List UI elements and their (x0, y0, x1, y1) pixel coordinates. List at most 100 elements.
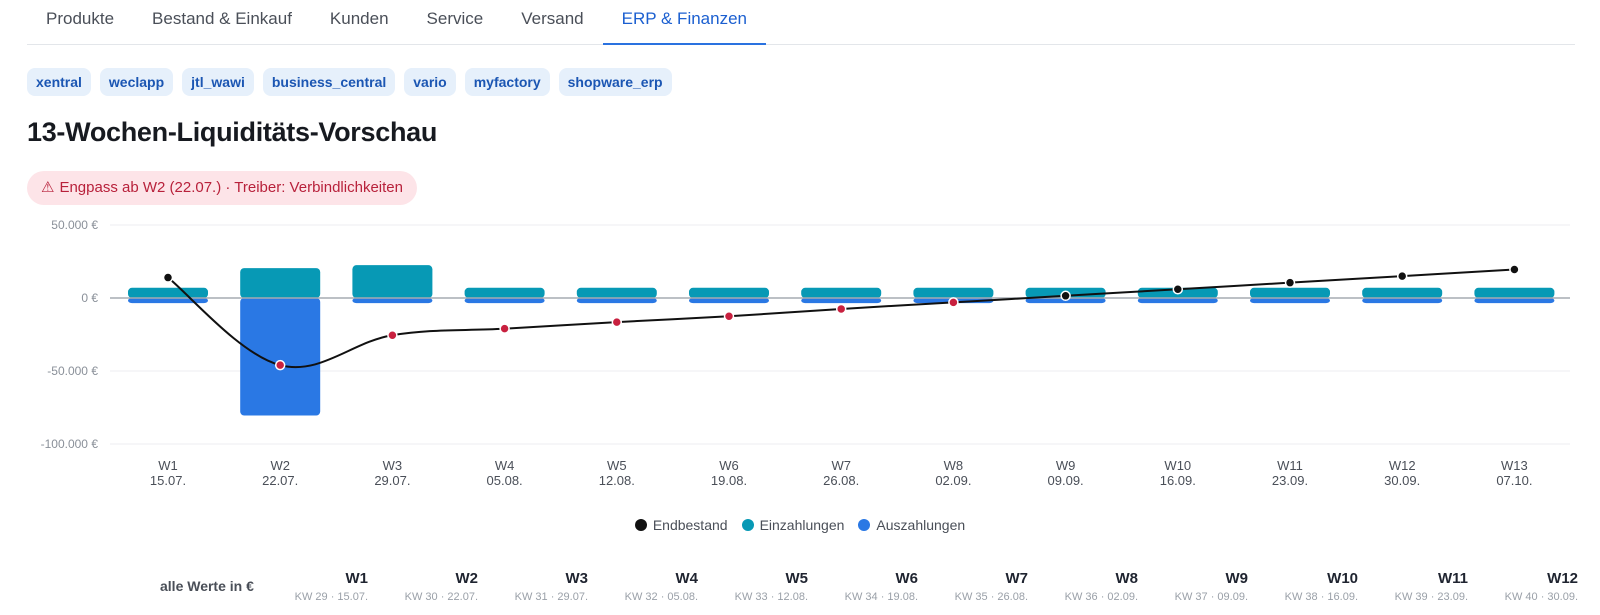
x-tick-label: W10 (1164, 458, 1191, 473)
bar-einzahlungen[interactable] (689, 287, 769, 298)
x-tick-date: 23.09. (1272, 473, 1308, 488)
x-tick-label: W6 (719, 458, 739, 473)
endbestand-point[interactable] (1284, 277, 1296, 288)
bar-auszahlungen[interactable] (1474, 298, 1555, 304)
endbestand-point[interactable] (835, 303, 847, 315)
bar-auszahlungen[interactable] (1362, 298, 1443, 304)
table-week-sub: KW 33 · 12.08. (734, 591, 808, 603)
chip-vario[interactable]: vario (404, 68, 456, 96)
module-tabs: Produkte Bestand & Einkauf Kunden Servic… (27, 0, 1575, 45)
legend-auszahlungen[interactable]: Auszahlungen (858, 517, 965, 533)
x-tick-date: 02.09. (935, 473, 971, 488)
table-week-name: W11 (1437, 570, 1468, 587)
legend-einzahlungen-swatch (741, 519, 754, 531)
page-title: 13-Wochen-Liquiditäts-Vorschau (27, 117, 438, 147)
table-week-name: W5 (785, 570, 809, 587)
table-week-sub: KW 35 · 26.08. (954, 591, 1028, 603)
bar-einzahlungen[interactable] (801, 287, 882, 298)
table-week-name: W12 (1547, 570, 1578, 587)
y-tick-label: -100.000 € (41, 437, 99, 451)
table-week-column: W6 KW 34 · 19.08. (808, 570, 918, 603)
x-tick-label: W2 (270, 458, 290, 473)
x-tick-label: W1 (158, 458, 178, 473)
chip-shopware-erp[interactable]: shopware_erp (558, 68, 672, 96)
tab-kunden[interactable]: Kunden (329, 9, 389, 28)
bar-einzahlungen[interactable] (1250, 287, 1330, 298)
table-week-sub: KW 36 · 02.09. (1064, 591, 1138, 603)
tab-erp-finanzen[interactable]: ERP & Finanzen (602, 0, 766, 45)
legend-auszahlungen-label: Auszahlungen (876, 517, 966, 533)
chip-myfactory[interactable]: myfactory (464, 68, 550, 96)
table-week-column: W10 KW 38 · 16.09. (1248, 570, 1358, 603)
bar-auszahlungen[interactable] (1137, 298, 1218, 304)
tab-versand[interactable]: Versand (521, 9, 584, 28)
tab-bestand-einkauf[interactable]: Bestand & Einkauf (152, 9, 292, 28)
endbestand-point[interactable] (1396, 270, 1408, 282)
x-tick-date: 22.07. (262, 473, 298, 488)
endbestand-point[interactable] (1060, 290, 1071, 302)
bar-auszahlungen[interactable] (1250, 298, 1330, 304)
forecast-table-header: alle Werte in € W1 KW 29 · 15.07. W2 KW 30 … (0, 570, 1600, 615)
bar-einzahlungen[interactable] (576, 287, 657, 298)
legend-einzahlungen-label: Einzahlungen (759, 517, 845, 533)
endbestand-point[interactable] (162, 272, 174, 283)
table-week-sub: KW 38 · 16.09. (1284, 591, 1358, 603)
table-week-name: W4 (675, 570, 699, 587)
bar-einzahlungen[interactable] (352, 265, 433, 298)
x-tick-date: 05.08. (487, 473, 523, 488)
bar-einzahlungen[interactable] (1362, 287, 1443, 298)
table-week-sub: KW 39 · 23.09. (1394, 591, 1468, 603)
chip-business-central[interactable]: business_central (262, 68, 396, 96)
bar-auszahlungen[interactable] (689, 298, 769, 304)
bar-einzahlungen[interactable] (464, 287, 545, 298)
bar-einzahlungen[interactable] (913, 287, 994, 298)
bar-einzahlungen[interactable] (128, 287, 208, 298)
bar-auszahlungen[interactable] (128, 298, 208, 304)
x-tick-date: 15.07. (150, 473, 186, 488)
x-tick-label: W9 (1056, 458, 1076, 473)
chip-xentral[interactable]: xentral (27, 68, 91, 96)
table-week-column: W8 KW 36 · 02.09. (1028, 570, 1138, 603)
x-tick-date: 30.09. (1384, 473, 1420, 488)
x-tick-label: W12 (1389, 458, 1416, 473)
legend-endbestand-swatch (634, 519, 647, 531)
table-week-column: W1 KW 29 · 15.07. (258, 570, 368, 603)
legend-einzahlungen[interactable]: Einzahlungen (741, 517, 845, 533)
x-tick-date: 29.07. (374, 473, 410, 488)
bar-auszahlungen[interactable] (240, 298, 321, 416)
y-tick-label: 0 € (81, 291, 98, 305)
endbestand-point[interactable] (274, 359, 286, 371)
table-week-column: W12 KW 40 · 30.09. (1468, 570, 1578, 603)
legend-endbestand[interactable]: Endbestand (634, 517, 728, 533)
table-week-name: W7 (1005, 570, 1029, 587)
endbestand-point[interactable] (611, 316, 623, 328)
endbestand-point[interactable] (499, 323, 510, 334)
x-tick-date: 19.08. (711, 473, 747, 488)
bar-auszahlungen[interactable] (464, 298, 545, 304)
endbestand-point[interactable] (387, 329, 398, 341)
bar-auszahlungen[interactable] (576, 298, 657, 304)
endbestand-point[interactable] (1172, 283, 1184, 295)
endbestand-point[interactable] (723, 311, 735, 322)
tab-produkte[interactable]: Produkte (46, 9, 115, 28)
x-tick-label: W13 (1501, 458, 1528, 473)
bar-einzahlungen[interactable] (1474, 287, 1555, 298)
x-tick-date: 16.09. (1160, 473, 1196, 488)
endbestand-point[interactable] (948, 297, 959, 308)
bar-einzahlungen[interactable] (240, 268, 321, 298)
bar-auszahlungen[interactable] (801, 298, 882, 304)
table-unit-label: alle Werte in € (160, 578, 254, 594)
x-tick-label: W3 (383, 458, 403, 473)
chip-jtl-wawi[interactable]: jtl_wawi (182, 68, 254, 96)
endbestand-point[interactable] (1509, 264, 1520, 275)
table-week-name: W2 (455, 570, 479, 587)
table-week-column: W4 KW 32 · 05.08. (588, 570, 698, 603)
tab-service[interactable]: Service (426, 9, 484, 28)
table-week-name: W3 (565, 570, 589, 587)
x-tick-date: 07.10. (1496, 473, 1532, 488)
table-week-sub: KW 31 · 29.07. (514, 591, 588, 603)
x-tick-label: W4 (495, 458, 515, 473)
bar-auszahlungen[interactable] (352, 298, 433, 304)
chip-weclapp[interactable]: weclapp (99, 68, 174, 96)
